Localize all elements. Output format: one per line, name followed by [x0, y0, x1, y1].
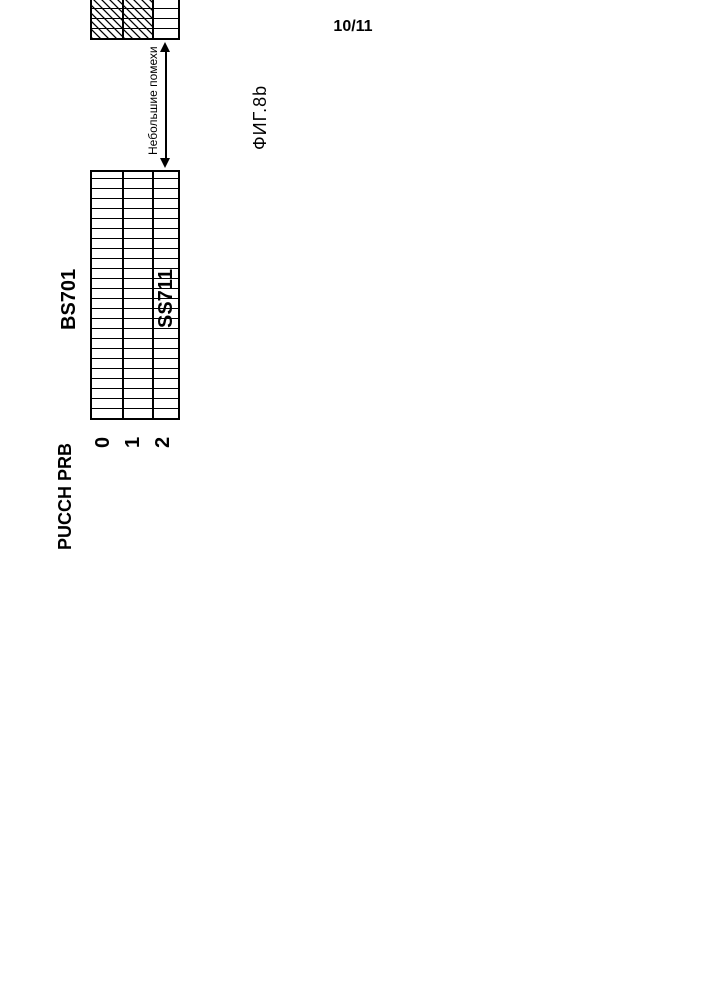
figure-caption: ФИГ.8b	[250, 85, 271, 150]
axis-label: PUCCH PRB	[55, 443, 76, 550]
interference-label: Небольшие помехи	[146, 46, 160, 155]
left-block-title: BS701	[58, 269, 81, 330]
interference-arrow	[165, 50, 167, 160]
row-label-1: 1	[122, 437, 145, 448]
figure-stage: PUCCH PRB 0 1 2 BS701 SS711 BS702 SS712 …	[50, 0, 410, 480]
right-grid: SS712	[90, 0, 180, 40]
arrow-head-right	[160, 42, 170, 52]
left-grid: SS711	[90, 170, 180, 420]
arrow-head-left	[160, 158, 170, 168]
row-label-0: 0	[92, 437, 115, 448]
row-label-2: 2	[152, 437, 175, 448]
